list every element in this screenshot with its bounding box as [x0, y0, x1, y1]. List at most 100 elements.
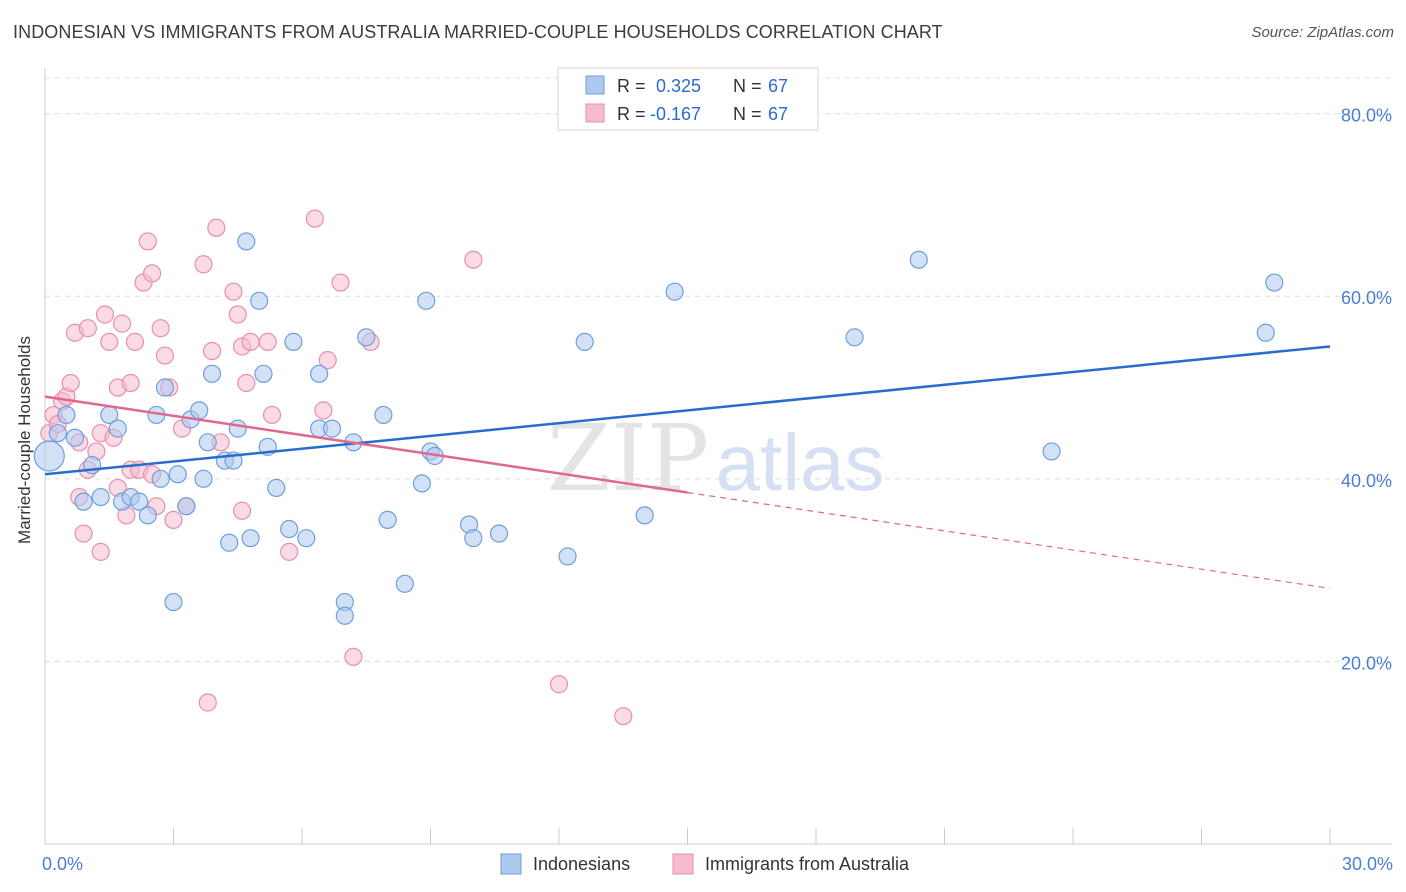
point-indonesians-44 — [374, 405, 393, 425]
legend-swatch-pink — [585, 103, 605, 123]
bottom-legend-indonesians: Indonesians — [533, 854, 630, 874]
point-indonesians-35 — [284, 332, 303, 351]
point-indonesians-58 — [845, 328, 864, 347]
grid-lines — [45, 77, 1392, 662]
point-australia-34 — [164, 510, 183, 530]
point-indonesians-3 — [65, 428, 85, 447]
point-indonesians-15 — [155, 378, 175, 397]
point-indonesians-27 — [228, 419, 247, 438]
point-australia-5 — [61, 373, 80, 393]
point-australia-31 — [151, 319, 170, 338]
point-australia-57 — [464, 250, 483, 269]
point-australia-9 — [74, 524, 93, 543]
point-australia-37 — [194, 255, 213, 274]
point-australia-48 — [258, 332, 277, 351]
legend-r-value-2: -0.167 — [650, 104, 701, 124]
chart-title: INDONESIAN VS IMMIGRANTS FROM AUSTRALIA … — [13, 22, 943, 42]
stats-legend: R = 0.325 N = 67 R = -0.167 N = 67 — [557, 67, 819, 131]
point-australia-44 — [232, 501, 252, 520]
point-indonesians-31 — [254, 364, 273, 383]
point-indonesians-28 — [237, 232, 256, 251]
point-indonesians-21 — [194, 469, 213, 488]
point-indonesians-59 — [909, 250, 928, 269]
point-indonesians-46 — [395, 574, 414, 593]
point-indonesians-54 — [558, 547, 577, 566]
axis-ticks: 20.0% 40.0% 60.0% 80.0% 0.0% 30.0% — [42, 106, 1393, 874]
series-indonesians — [33, 232, 1284, 625]
point-australia-27 — [138, 232, 157, 251]
point-indonesians-33 — [267, 478, 286, 498]
point-indonesians-47 — [412, 474, 432, 493]
point-indonesians-41 — [335, 606, 354, 625]
point-australia-29 — [142, 264, 162, 283]
y-tick-label-3: 80.0% — [1341, 106, 1392, 126]
point-australia-52 — [314, 401, 333, 420]
point-indonesians-37 — [310, 364, 329, 383]
point-indonesians-14 — [151, 469, 170, 488]
point-australia-14 — [91, 542, 110, 561]
point-indonesians-23 — [202, 364, 222, 383]
bottom-legend-australia: Immigrants from Australia — [705, 854, 910, 874]
point-australia-32 — [155, 346, 175, 365]
series-legend: Indonesians Immigrants from Australia — [500, 853, 910, 875]
point-indonesians-11 — [130, 492, 149, 511]
point-australia-54 — [331, 273, 350, 292]
point-australia-20 — [112, 314, 132, 333]
bottom-legend-swatch-indonesians — [500, 853, 522, 875]
point-australia-16 — [100, 332, 119, 351]
point-indonesians-34 — [280, 519, 299, 539]
point-indonesians-22 — [198, 433, 217, 452]
point-australia-55 — [344, 647, 363, 666]
point-indonesians-4 — [74, 492, 93, 511]
point-indonesians-36 — [297, 529, 316, 548]
legend-n-value-1: 67 — [768, 76, 788, 96]
point-indonesians-57 — [665, 282, 684, 301]
point-indonesians-17 — [168, 465, 187, 484]
point-indonesians-55 — [575, 332, 594, 351]
point-australia-24 — [125, 332, 145, 351]
point-australia-11 — [78, 319, 97, 338]
point-australia-40 — [207, 218, 226, 237]
watermark-atlas: atlas — [716, 418, 885, 507]
point-indonesians-8 — [108, 419, 127, 438]
x-tick-label-1: 30.0% — [1342, 854, 1393, 874]
trend-lines — [44, 345, 1331, 589]
point-australia-46 — [237, 373, 256, 393]
bottom-legend-swatch-australia — [672, 853, 694, 875]
point-australia-59 — [614, 707, 633, 726]
legend-n-label-2: N = — [733, 104, 762, 124]
series-immigrants-from-australia — [40, 209, 633, 726]
point-indonesians-20 — [190, 401, 209, 420]
point-indonesians-0 — [33, 440, 65, 472]
point-australia-58 — [549, 675, 569, 694]
legend-r-label-2: R = — [617, 104, 646, 124]
legend-n-label-1: N = — [733, 76, 762, 96]
legend-r-label-1: R = — [617, 76, 646, 96]
point-indonesians-1 — [48, 424, 67, 443]
trend-line-indonesians — [44, 345, 1331, 476]
point-australia-38 — [198, 693, 217, 712]
point-indonesians-52 — [464, 529, 483, 548]
x-tick-label-0: 0.0% — [42, 854, 83, 874]
point-australia-47 — [241, 332, 260, 351]
y-tick-label-2: 60.0% — [1341, 288, 1392, 308]
point-indonesians-30 — [250, 291, 269, 310]
point-indonesians-16 — [164, 592, 183, 612]
point-indonesians-6 — [91, 487, 110, 507]
legend-r-value-1: 0.325 — [656, 76, 701, 96]
point-indonesians-12 — [138, 506, 157, 525]
point-australia-53 — [318, 351, 337, 370]
trend-line-australia — [44, 395, 688, 494]
point-indonesians-62 — [1265, 273, 1284, 292]
point-indonesians-45 — [378, 510, 397, 530]
point-australia-39 — [202, 341, 222, 361]
point-indonesians-39 — [322, 419, 342, 438]
point-indonesians-60 — [1042, 442, 1061, 461]
point-indonesians-43 — [357, 328, 376, 347]
point-australia-50 — [280, 542, 299, 561]
point-australia-15 — [95, 305, 115, 324]
point-indonesians-61 — [1256, 323, 1275, 342]
point-indonesians-29 — [241, 529, 260, 548]
point-indonesians-25 — [220, 533, 239, 552]
